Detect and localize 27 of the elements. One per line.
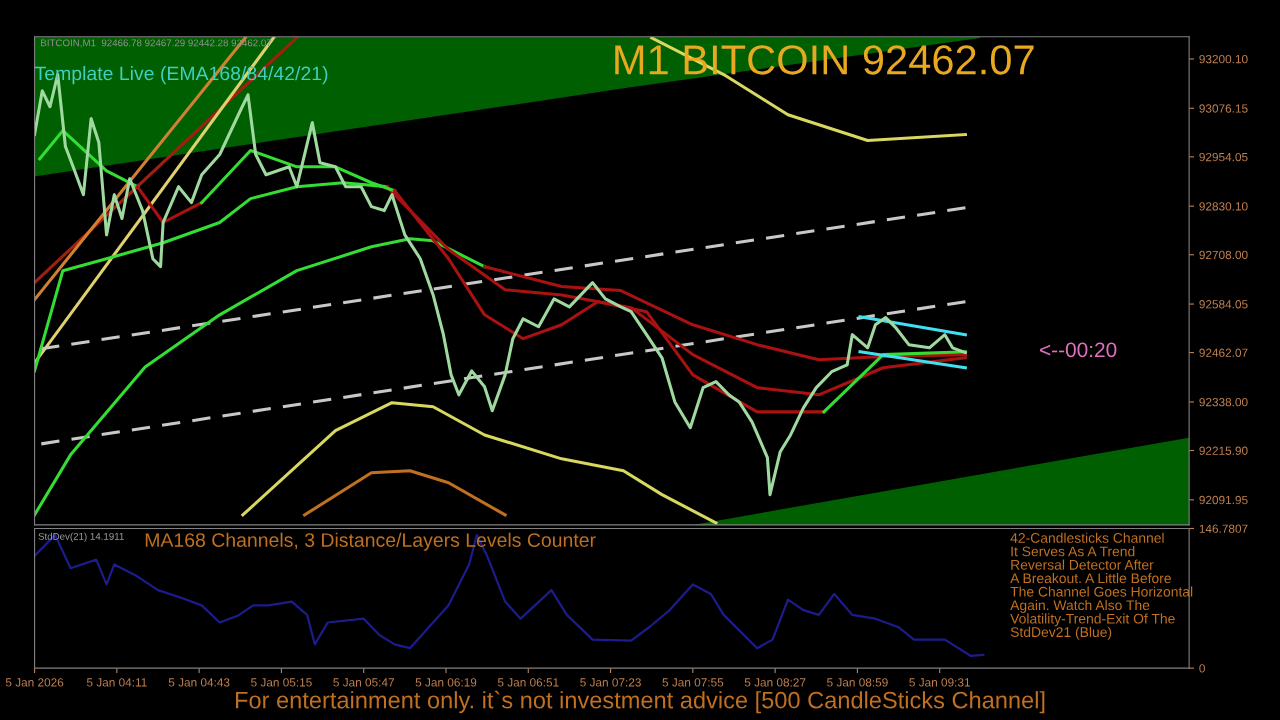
annotation: <--00:20	[1040, 342, 1117, 358]
y-tick-label: 92091.95	[1199, 495, 1248, 505]
x-tick-label: 5 Jan 05:47	[333, 678, 394, 687]
y-tick-label: 93200.10	[1199, 54, 1248, 64]
x-tick-label: 5 Jan 04:11	[86, 678, 147, 687]
x-tick-label: 5 Jan 06:19	[415, 678, 477, 687]
text: For entertainment only. it`s not investment advice [500 CandleSticks Channel]	[235, 690, 1045, 714]
x-tick-label: 5 Jan 08:59	[827, 678, 888, 687]
y-tick-label: 92338.00	[1199, 397, 1248, 407]
x-tick-label: 5 Jan 07:55	[662, 678, 724, 687]
x-tick-label: 5 Jan 06:51	[497, 678, 559, 687]
y-tick-label: 92215.90	[1199, 446, 1248, 455]
x-tick-label: 5 Jan 2026	[5, 678, 64, 687]
y-tick-label: 0	[1199, 664, 1205, 673]
x-tick-label: 5 Jan 07:23	[580, 678, 641, 687]
y-tick-label: 93076.15	[1199, 104, 1248, 113]
y-tick-label: 92954.05	[1199, 152, 1248, 162]
y-tick-label: 92708.00	[1199, 250, 1248, 260]
x-tick-label: 5 Jan 09:31	[909, 678, 970, 687]
x-tick-label: 5 Jan 05:15	[251, 678, 312, 687]
y-tick-label: 92584.05	[1199, 300, 1248, 309]
x-tick-label: 5 Jan 08:27	[744, 678, 806, 687]
x-tick-label: 5 Jan 04:43	[168, 678, 230, 687]
annotation: 42-Candlesticks Channel It Serves As A Trend Reversal Detector After A Breakout. A Little Before The Channel Goes Horizontal Again. Watch Also The Volatility-Trend-Exit Of The StdDev21 (Blue)	[1010, 532, 1193, 640]
y-tick-label: 92830.10	[1199, 202, 1248, 211]
y-tick-label: 92462.07	[1199, 348, 1248, 357]
y-tick-label: 146.7807	[1199, 524, 1248, 533]
